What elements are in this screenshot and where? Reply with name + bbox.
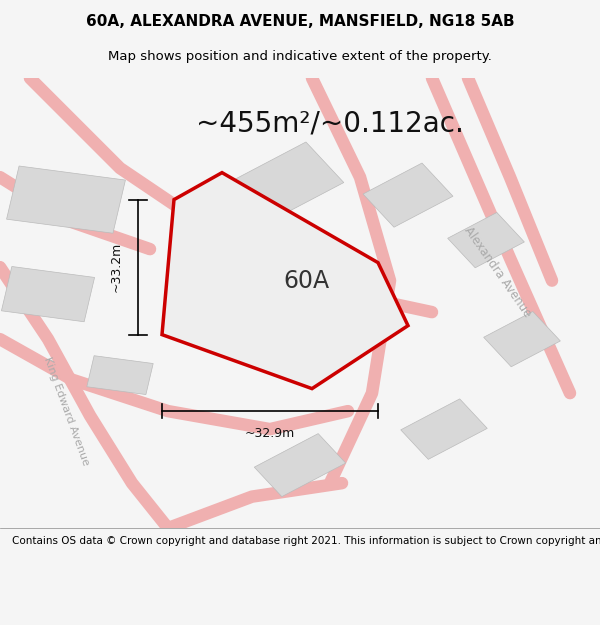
Text: Map shows position and indicative extent of the property.: Map shows position and indicative extent… bbox=[108, 50, 492, 62]
Text: 60A, ALEXANDRA AVENUE, MANSFIELD, NG18 5AB: 60A, ALEXANDRA AVENUE, MANSFIELD, NG18 5… bbox=[86, 14, 514, 29]
Bar bbox=[401, 399, 487, 459]
Text: King Edward Avenue: King Edward Avenue bbox=[41, 356, 91, 467]
Bar bbox=[87, 356, 153, 394]
Text: Contains OS data © Crown copyright and database right 2021. This information is : Contains OS data © Crown copyright and d… bbox=[12, 536, 600, 546]
Text: ~455m²/~0.112ac.: ~455m²/~0.112ac. bbox=[196, 109, 464, 137]
Text: Alexandra Avenue: Alexandra Avenue bbox=[462, 224, 534, 319]
Text: 60A: 60A bbox=[283, 269, 329, 292]
Bar bbox=[1, 266, 95, 322]
Bar bbox=[7, 166, 125, 233]
Bar bbox=[363, 163, 453, 228]
Polygon shape bbox=[162, 173, 408, 389]
Bar bbox=[232, 142, 344, 221]
Bar bbox=[254, 434, 346, 497]
Text: ~33.2m: ~33.2m bbox=[110, 242, 123, 292]
Bar bbox=[448, 213, 524, 268]
Text: ~32.9m: ~32.9m bbox=[245, 427, 295, 440]
Bar bbox=[484, 311, 560, 367]
